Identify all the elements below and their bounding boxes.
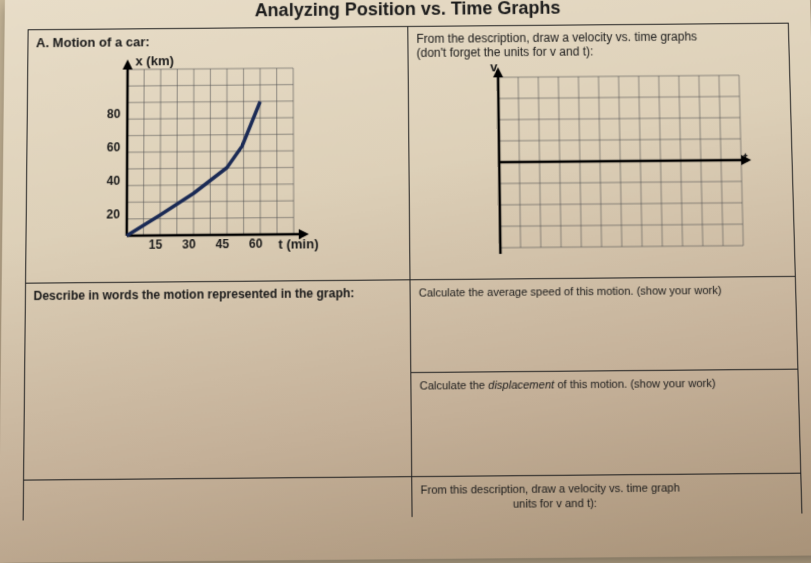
bottom-line2: units for v and t): bbox=[421, 498, 597, 512]
describe-prompt: Describe in words the motion represented… bbox=[33, 286, 354, 303]
velocity-blank-chart: v t bbox=[448, 59, 754, 264]
position-chart-svg bbox=[86, 54, 349, 259]
cell-describe: Describe in words the motion represented… bbox=[23, 280, 412, 480]
velocity-prompt-2: (don't forget the units for v and t): bbox=[416, 44, 593, 60]
cell-velocity-blank: From the description, draw a velocity vs… bbox=[408, 23, 795, 280]
disp-pre: Calculate the bbox=[420, 380, 489, 393]
cell-motion-chart: A. Motion of a car: x (km) 20 40 60 80 1… bbox=[25, 26, 410, 283]
cell-calc-displacement: Calculate the displacement of this motio… bbox=[411, 369, 800, 477]
calc-speed-prompt: Calculate the average speed of this moti… bbox=[419, 285, 722, 300]
velocity-prompt-1: From the description, draw a velocity vs… bbox=[416, 29, 697, 45]
position-time-chart: x (km) 20 40 60 80 15 30 45 60 t (min) bbox=[86, 54, 349, 259]
cell-next-right: From this description, draw a velocity v… bbox=[412, 473, 802, 517]
disp-em: displacement bbox=[488, 379, 554, 392]
section-a-heading: A. Motion of a car: bbox=[36, 32, 399, 50]
disp-post: of this motion. (show your work) bbox=[554, 378, 716, 392]
worksheet-grid: A. Motion of a car: x (km) 20 40 60 80 1… bbox=[22, 23, 802, 521]
cell-calc-speed: Calculate the average speed of this moti… bbox=[410, 276, 797, 372]
velocity-chart-svg bbox=[448, 59, 754, 264]
worksheet-page: Analyzing Position vs. Time Graphs A. Mo… bbox=[0, 0, 811, 563]
cell-next-left bbox=[23, 477, 412, 521]
bottom-line1: From this description, draw a velocity v… bbox=[420, 482, 680, 497]
